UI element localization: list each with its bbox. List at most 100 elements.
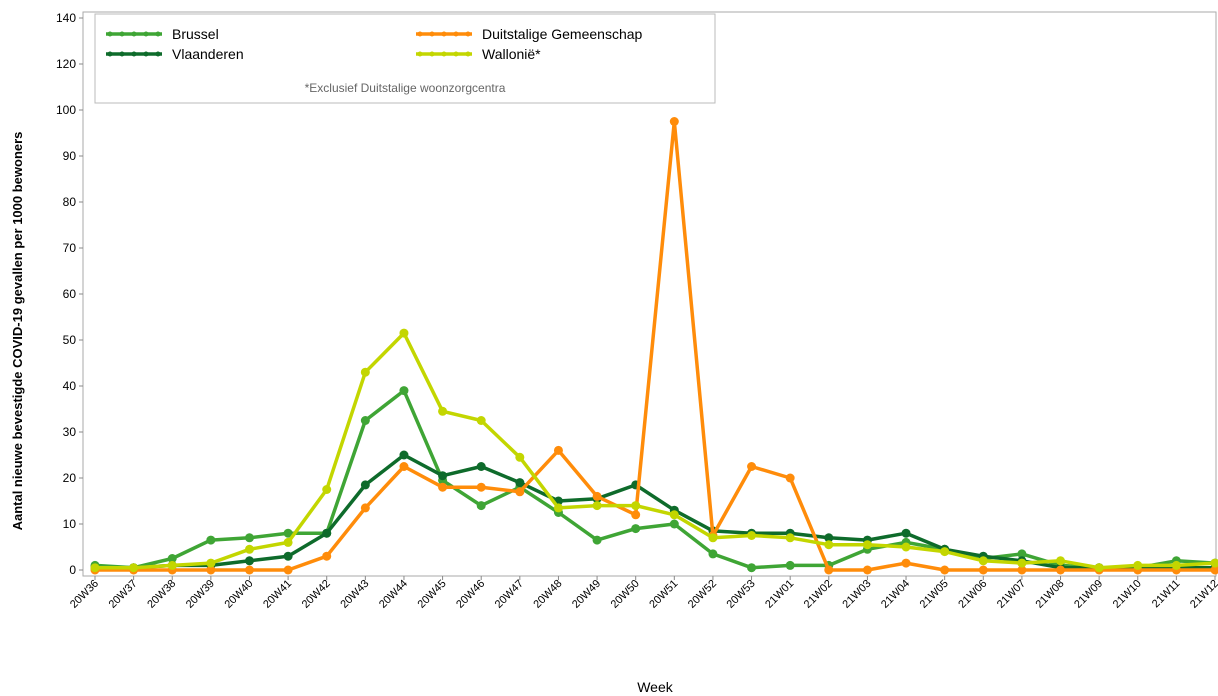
legend-marker xyxy=(155,51,161,57)
data-point xyxy=(669,519,679,529)
data-point xyxy=(476,501,486,511)
x-tick-label: 20W47 xyxy=(493,578,526,611)
data-point xyxy=(592,535,602,545)
data-point xyxy=(1133,560,1143,570)
legend-marker xyxy=(429,31,435,37)
data-point xyxy=(862,540,872,550)
x-tick-label: 21W11 xyxy=(1150,578,1183,611)
data-point xyxy=(476,462,486,471)
legend-label: Vlaanderen xyxy=(172,46,244,62)
data-point xyxy=(360,503,370,513)
data-point xyxy=(785,533,795,543)
data-point xyxy=(206,565,216,575)
legend-marker xyxy=(441,51,447,57)
y-tick-label: 50 xyxy=(63,333,77,347)
y-tick-label: 70 xyxy=(63,241,77,255)
legend-marker xyxy=(143,31,149,37)
legend-marker xyxy=(417,51,423,57)
x-tick-label: 20W44 xyxy=(377,578,410,611)
data-point xyxy=(901,558,911,568)
y-tick-label: 0 xyxy=(69,563,76,577)
legend-marker xyxy=(131,51,137,57)
data-point xyxy=(283,537,293,547)
x-tick-label: 20W46 xyxy=(454,578,487,611)
data-point xyxy=(438,471,448,481)
data-point xyxy=(399,450,409,460)
data-point xyxy=(399,328,409,338)
data-point xyxy=(399,462,409,471)
y-tick-label: 30 xyxy=(63,425,77,439)
x-tick-label: 21W04 xyxy=(879,578,912,611)
x-tick-label: 21W08 xyxy=(1034,578,1067,611)
x-tick-label: 20W42 xyxy=(300,578,333,611)
x-tick-label: 21W01 xyxy=(763,578,796,611)
legend-marker xyxy=(441,31,447,37)
data-point xyxy=(978,565,988,575)
data-point xyxy=(360,480,370,490)
y-tick-label: 90 xyxy=(63,149,77,163)
x-tick-label: 21W07 xyxy=(995,578,1028,611)
x-tick-label: 21W05 xyxy=(918,578,951,611)
data-point xyxy=(515,478,525,488)
data-point xyxy=(592,491,602,501)
legend-marker xyxy=(417,31,423,37)
x-tick-label: 21W10 xyxy=(1111,578,1144,611)
data-point xyxy=(1017,565,1027,575)
legend-label: Brussel xyxy=(172,26,219,42)
x-tick-label: 21W03 xyxy=(840,578,873,611)
y-tick-label: 80 xyxy=(63,195,77,209)
legend-marker xyxy=(465,51,471,57)
series-line xyxy=(95,119,1215,572)
data-point xyxy=(901,528,911,538)
legend-label: Wallonië* xyxy=(482,46,541,62)
legend-marker xyxy=(429,51,435,57)
data-point xyxy=(167,554,177,563)
y-tick-label: 40 xyxy=(63,379,77,393)
data-point xyxy=(631,510,641,520)
x-tick-label: 20W51 xyxy=(647,578,680,611)
x-tick-label: 20W45 xyxy=(416,578,449,611)
data-point xyxy=(90,563,100,573)
legend-marker xyxy=(155,31,161,37)
data-point xyxy=(901,542,911,552)
x-tick-label: 20W38 xyxy=(145,578,178,611)
x-tick-label: 20W43 xyxy=(338,578,371,611)
data-point xyxy=(283,565,293,575)
data-point xyxy=(283,551,293,561)
data-point xyxy=(747,563,757,573)
data-point xyxy=(515,452,525,462)
data-point xyxy=(206,535,216,545)
data-point xyxy=(824,565,834,575)
data-point xyxy=(515,487,525,497)
data-point xyxy=(785,473,795,483)
x-axis-title: Week xyxy=(637,679,674,695)
x-tick-label: 20W50 xyxy=(609,578,642,611)
data-point xyxy=(244,565,254,575)
data-point xyxy=(631,524,641,534)
x-tick-label: 20W40 xyxy=(222,578,255,611)
data-point xyxy=(978,556,988,566)
data-point xyxy=(1056,556,1066,566)
legend-label: Duitstalige Gemeenschap xyxy=(482,26,643,42)
data-point xyxy=(476,482,486,492)
data-point xyxy=(1210,558,1218,568)
data-point xyxy=(438,482,448,492)
x-tick-label: 21W12 xyxy=(1188,578,1218,611)
x-tick-label: 20W49 xyxy=(570,578,603,611)
y-tick-label: 120 xyxy=(56,57,76,71)
data-point xyxy=(360,416,370,425)
legend-marker xyxy=(131,31,137,37)
x-tick-label: 20W52 xyxy=(686,578,719,611)
y-tick-label: 10 xyxy=(63,517,77,531)
legend-note: *Exclusief Duitstalige woonzorgcentra xyxy=(305,81,506,95)
data-point xyxy=(785,560,795,570)
data-point xyxy=(708,533,718,543)
y-tick-label: 20 xyxy=(63,471,77,485)
data-point xyxy=(244,544,254,554)
data-point xyxy=(1094,563,1104,573)
data-point xyxy=(322,551,332,561)
data-point xyxy=(244,533,254,543)
data-point xyxy=(669,510,679,520)
data-point xyxy=(322,485,332,494)
